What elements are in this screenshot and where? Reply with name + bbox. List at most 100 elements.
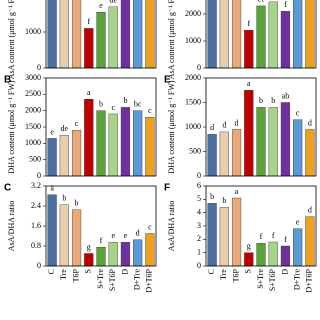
y-tick-label: 1000 [185, 36, 201, 45]
bar [108, 6, 118, 69]
x-tick-label: Tre [219, 269, 228, 280]
x-tick-label: D [120, 269, 129, 275]
y-axis-title: AsA content (μmol g⁻¹ FW) [167, 0, 176, 79]
bar [96, 247, 106, 267]
bar [219, 0, 229, 69]
significance-letter: c [111, 103, 115, 112]
y-tick-label: 2500 [25, 89, 41, 98]
y-axis-title: DHA content (μmol g⁻¹ FW) [7, 80, 16, 173]
y-axis-title: DHA content (μmol g⁻¹ FW) [167, 80, 176, 173]
bar [59, 0, 69, 69]
bar [280, 245, 291, 267]
y-tick-label: 0.8 [31, 241, 41, 250]
significance-letter: de [109, 0, 117, 5]
significance-letter: b [62, 194, 66, 203]
significance-letter: e [99, 1, 103, 10]
bar [71, 209, 82, 267]
plot-frame [45, 185, 157, 267]
bar [108, 113, 118, 177]
bar [244, 252, 254, 267]
y-tick-label: 1000 [185, 122, 201, 131]
significance-letter: d [210, 123, 214, 132]
plot-frame [205, 0, 317, 69]
y-tick-label: 0 [197, 171, 201, 180]
significance-letter: ab [282, 91, 290, 100]
y-axis-title: AsA/DHA ratio [167, 201, 176, 251]
bar [207, 203, 217, 267]
significance-letter: f [87, 17, 90, 26]
bar [133, 0, 143, 69]
y-tick-label: 0 [197, 63, 201, 72]
panel-label: B [4, 75, 11, 86]
plot-frame [205, 77, 317, 177]
x-tick-label: S+Tre [96, 269, 105, 289]
x-tick-label: S [244, 269, 253, 273]
bar [305, 0, 315, 69]
significance-letter: c [148, 222, 152, 231]
bar [231, 197, 242, 267]
x-tick-label: S+T6P [108, 268, 117, 291]
bar [268, 107, 278, 177]
bar [231, 0, 242, 69]
bar [280, 102, 291, 177]
x-tick-label: C [207, 269, 216, 274]
bar [120, 242, 131, 267]
y-tick-label: 6 [197, 181, 201, 190]
significance-letter: ef [258, 0, 265, 4]
significance-letter: c [148, 106, 152, 115]
bar [293, 119, 303, 177]
y-axis-title: AsA/DHA ratio [7, 201, 16, 251]
bar [219, 207, 229, 267]
y-tick-label: 0 [37, 63, 41, 72]
bar [47, 0, 57, 69]
significance-letter: a [235, 187, 239, 196]
bar [71, 130, 82, 177]
bar [133, 110, 143, 177]
bar [231, 129, 242, 177]
bar [293, 0, 303, 69]
x-tick-label: C [47, 269, 56, 274]
bar [133, 239, 143, 267]
significance-letter: e [111, 231, 115, 240]
x-tick-label: Tre [59, 269, 68, 280]
y-tick-label: 1500 [185, 97, 201, 106]
bar [59, 204, 69, 267]
significance-letter: b [222, 196, 226, 205]
significance-letter: b [75, 199, 79, 208]
significance-letter: e [296, 217, 300, 226]
bar [71, 0, 82, 69]
significance-letter: b [259, 96, 263, 105]
y-tick-label: 1500 [25, 122, 41, 131]
significance-letter: b [123, 96, 127, 105]
bar [244, 30, 254, 69]
bar [207, 134, 217, 177]
x-tick-label: S+T6P [268, 268, 277, 291]
bar [84, 99, 94, 177]
x-tick-label: D+T6P [305, 268, 314, 292]
significance-letter: g [247, 241, 251, 250]
x-tick-label: T6P [231, 268, 240, 282]
y-tick-label: 3 [197, 221, 201, 230]
y-tick-label: 5 [197, 194, 201, 203]
bar [207, 0, 217, 69]
significance-letter: c [296, 108, 300, 117]
bar [96, 11, 106, 69]
y-tick-label: 500 [189, 146, 201, 155]
bar [96, 110, 106, 177]
x-tick-label: D [280, 269, 289, 275]
plot-frame [45, 0, 157, 69]
bar [256, 107, 266, 177]
bar [120, 107, 131, 177]
significance-letter: a [50, 184, 54, 193]
y-tick-label: 2000 [185, 9, 201, 18]
bar [84, 253, 94, 267]
significance-letter: f [272, 231, 275, 240]
significance-letter: b [271, 96, 275, 105]
bar [120, 0, 131, 69]
plot-frame [205, 185, 317, 267]
significance-letter: c [75, 119, 79, 128]
significance-letter: f [100, 236, 103, 245]
significance-letter: b [99, 99, 103, 108]
significance-letter: b [210, 192, 214, 201]
